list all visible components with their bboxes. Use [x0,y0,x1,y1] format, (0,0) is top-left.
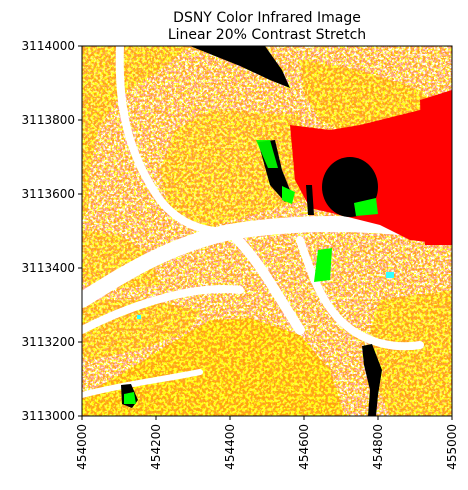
y-tick-label: 3113000 [22,409,75,423]
chart-title-line-1: DSNY Color Infrared Image [173,10,361,26]
x-tick-label: 454200 [149,424,163,470]
y-tick-label: 3113600 [22,187,75,201]
x-tick-label: 455000 [445,424,459,470]
x-axis-ticks: 454000 454200 454400 454600 454800 455000 [75,416,459,470]
plot-area [82,46,452,416]
x-tick-label: 454400 [223,424,237,470]
cyan-features [137,272,394,319]
y-tick-label: 3114000 [22,39,75,53]
y-tick-label: 3113400 [22,261,75,275]
x-tick-label: 454800 [371,424,385,470]
x-tick-label: 454000 [75,424,89,470]
axes-frame [81,45,453,417]
y-tick-label: 3113200 [22,335,75,349]
y-axis-ticks: 3113000 3113200 3113400 3113600 3113800 31140… [22,39,82,423]
x-tick-label: 454600 [297,424,311,470]
chart-title-line-2: Linear 20% Contrast Stretch [168,27,366,43]
y-tick-label: 3113800 [22,113,75,127]
green-vegetation [124,140,378,404]
